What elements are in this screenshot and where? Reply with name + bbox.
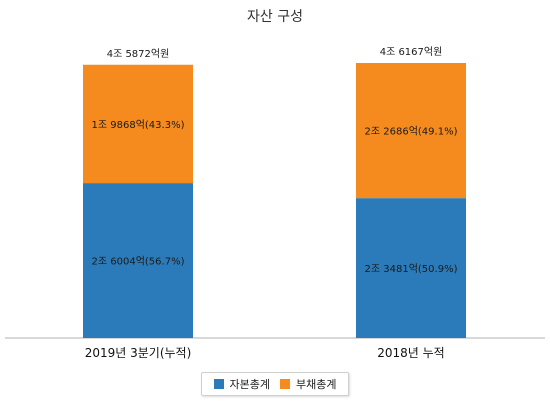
data-label-equity-0: 2조 6004억(56.7%) [92, 256, 185, 268]
category-label-1: 2018년 누적 [377, 346, 444, 360]
legend-swatch-equity [213, 379, 224, 389]
legend-swatch-liabilities [280, 379, 290, 389]
legend: 자본총계 부채총계 [0, 372, 550, 396]
legend-item-liabilities[interactable]: 부채총계 [280, 376, 336, 392]
bar-equity-1 [356, 198, 466, 338]
bar-liabilities-0 [83, 64, 193, 184]
data-label-liabilities-1: 2조 2686억(49.1%) [365, 126, 458, 138]
legend-label-equity: 자본총계 [229, 378, 270, 391]
bar-equity-0 [83, 183, 193, 338]
legend-item-equity[interactable]: 자본총계 [213, 376, 270, 392]
data-label-liabilities-0: 1조 9868억(43.3%) [92, 119, 185, 131]
legend-box: 자본총계 부채총계 [200, 372, 350, 396]
category-label-0: 2019년 3분기(누적) [85, 346, 192, 360]
bar-liabilities-1 [356, 63, 466, 199]
total-label-0: 4조 5872억원 [107, 48, 170, 60]
data-label-equity-1: 2조 3481억(50.9%) [365, 263, 458, 275]
legend-label-liabilities: 부채총계 [296, 378, 337, 391]
total-label-1: 4조 6167억원 [380, 46, 443, 58]
chart-title: 자산 구성 [247, 9, 303, 25]
